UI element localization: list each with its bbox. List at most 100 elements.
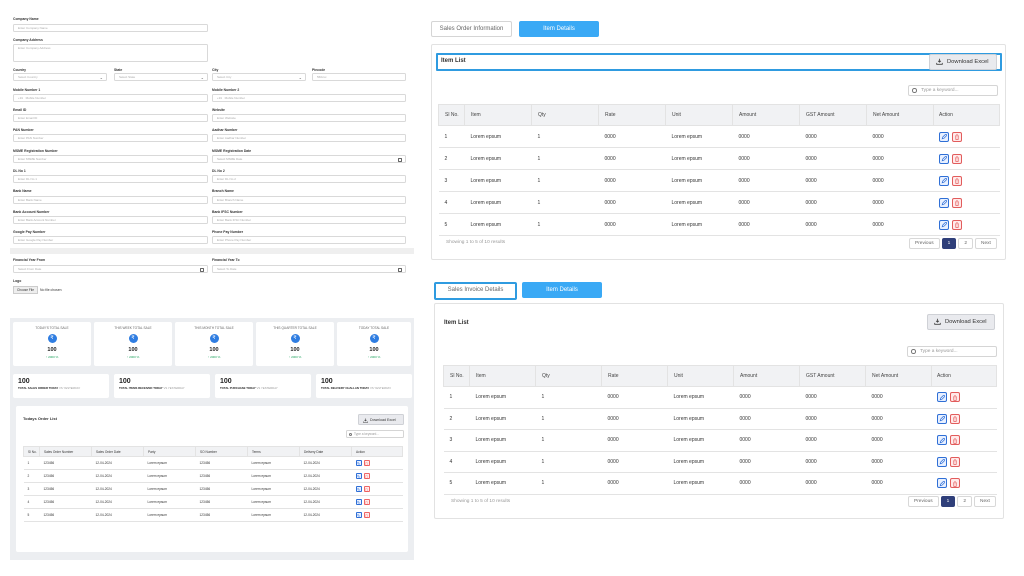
- tab-sales-invoice-details[interactable]: Sales Invoice Details: [434, 282, 517, 300]
- next-button[interactable]: Next: [975, 238, 997, 249]
- trash-icon[interactable]: ▯: [363, 512, 370, 518]
- dl1-input[interactable]: Enter DL No 1: [13, 175, 208, 183]
- edit-icon[interactable]: ✎: [355, 473, 362, 479]
- items-table: Sl No. Item Qty Rate Unit Amount GST Amo…: [443, 365, 997, 495]
- trash-icon[interactable]: [951, 175, 962, 186]
- city-value: Select City: [217, 75, 232, 79]
- msme-number-input[interactable]: Enter MSME Number: [13, 155, 208, 163]
- trash-icon[interactable]: [951, 197, 962, 208]
- edit-icon[interactable]: [938, 197, 949, 208]
- email-input[interactable]: Enter Email ID: [13, 114, 208, 122]
- trash-icon[interactable]: ▯: [363, 473, 370, 479]
- pan-label: PAN Number: [13, 128, 34, 132]
- previous-button[interactable]: Previous: [909, 238, 940, 249]
- trash-icon[interactable]: [951, 219, 962, 230]
- stat-change: ↑ 2000 %: [126, 355, 140, 359]
- search-input[interactable]: Type a keyword...: [907, 346, 997, 357]
- tab-item-details[interactable]: Item Details: [522, 282, 602, 298]
- bank-name-label: Bank Name: [13, 189, 32, 193]
- download-excel-button[interactable]: Download Excel: [929, 54, 997, 70]
- edit-icon[interactable]: ✎: [355, 486, 362, 492]
- company-form: Company Name Enter Company Name Company …: [10, 12, 414, 300]
- company-address-input[interactable]: Enter Company Address: [13, 44, 208, 62]
- edit-icon[interactable]: [938, 131, 949, 142]
- edit-icon[interactable]: ✎: [355, 460, 362, 466]
- mobile2-input[interactable]: +91 Mobile Number: [212, 94, 406, 102]
- edit-icon[interactable]: [936, 392, 947, 403]
- gpay-input[interactable]: Enter Google Pay Number: [13, 236, 208, 244]
- pan-input[interactable]: Enter PAN Number: [13, 134, 208, 142]
- trash-icon[interactable]: ▯: [363, 460, 370, 466]
- ifsc-input[interactable]: Enter Bank IFSC Number: [212, 216, 406, 224]
- edit-icon[interactable]: ✎: [355, 499, 362, 505]
- fy-from-input[interactable]: Select From Date: [13, 265, 208, 273]
- trash-icon[interactable]: [949, 435, 960, 446]
- orders-search-input[interactable]: Type a keyword...: [346, 430, 404, 438]
- aadhar-input[interactable]: Enter Aadhar Number: [212, 134, 406, 142]
- calendar-icon[interactable]: [398, 267, 402, 272]
- trash-icon[interactable]: [951, 153, 962, 164]
- account-number-input[interactable]: Enter Bank Account Number: [13, 216, 208, 224]
- column-header: Action: [931, 365, 997, 387]
- stat-value: 100: [128, 347, 138, 353]
- dl2-input[interactable]: Enter DL No 2: [212, 175, 406, 183]
- fy-to-input[interactable]: Select To Date: [212, 265, 406, 273]
- trash-icon[interactable]: [949, 413, 960, 424]
- pincode-input[interactable]: 560xxx: [312, 73, 406, 81]
- edit-icon[interactable]: [938, 175, 949, 186]
- edit-icon[interactable]: [938, 219, 949, 230]
- trash-icon[interactable]: [949, 478, 960, 489]
- cell: Lorem epsum: [464, 125, 532, 148]
- cell: 0000: [799, 386, 866, 409]
- page-1-button[interactable]: 1: [940, 496, 956, 507]
- cell: Lorem epsum: [667, 472, 734, 495]
- tab-sales-order-information[interactable]: Sales Order Information: [431, 21, 512, 37]
- trash-icon[interactable]: ▯: [363, 499, 370, 505]
- edit-icon[interactable]: [938, 153, 949, 164]
- trash-icon[interactable]: [949, 392, 960, 403]
- page-1-button[interactable]: 1: [941, 238, 957, 249]
- msme-date-input[interactable]: Select MSME Date: [212, 155, 406, 163]
- edit-icon[interactable]: ✎: [355, 512, 362, 518]
- choose-file-button[interactable]: Choose File: [13, 286, 39, 294]
- next-button[interactable]: Next: [974, 496, 996, 507]
- edit-icon[interactable]: [936, 435, 947, 446]
- cell: 123456: [39, 482, 92, 496]
- edit-icon[interactable]: [936, 478, 947, 489]
- table-row: 5 Lorem epsum 1 0000 Lorem epsum 0000 00…: [443, 472, 997, 495]
- page-2-button[interactable]: 2: [958, 238, 974, 249]
- cell: 0000: [601, 386, 668, 409]
- cell: 0000: [866, 169, 934, 192]
- search-input[interactable]: Type a keyword...: [908, 85, 998, 96]
- phonepe-input[interactable]: Enter Phone Pay Number: [212, 236, 406, 244]
- cell: 1: [535, 386, 602, 409]
- column-header: SO Number: [195, 446, 248, 457]
- country-select[interactable]: Select Country ⌄: [13, 73, 107, 81]
- branch-name-input[interactable]: Enter Branch Name: [212, 196, 406, 204]
- tab-item-details[interactable]: Item Details: [519, 21, 599, 37]
- pagination: Previous 1 2 Next: [908, 496, 996, 507]
- calendar-icon[interactable]: [398, 157, 402, 162]
- trash-icon[interactable]: [949, 456, 960, 467]
- cell: 0000: [733, 472, 800, 495]
- company-name-input[interactable]: Enter Company Name: [13, 24, 208, 32]
- rupee-icon: ₹: [128, 334, 138, 343]
- table-row: 3 123456 12-04-2024 Lorem epsum 123456 L…: [23, 482, 403, 496]
- state-select[interactable]: Select State ⌄: [114, 73, 208, 81]
- city-select[interactable]: Select City ⌄: [212, 73, 306, 81]
- website-input[interactable]: Enter Website: [212, 114, 406, 122]
- mobile1-input[interactable]: +91 Mobile Number: [13, 94, 208, 102]
- action-cell: ✎ ▯: [351, 456, 403, 470]
- trash-icon[interactable]: ▯: [363, 486, 370, 492]
- download-excel-button[interactable]: Download Excel: [927, 314, 995, 330]
- dl2-label: DL No 2: [212, 169, 225, 173]
- stat-value: 100: [369, 347, 379, 353]
- edit-icon[interactable]: [936, 413, 947, 424]
- page-2-button[interactable]: 2: [957, 496, 973, 507]
- trash-icon[interactable]: [951, 131, 962, 142]
- calendar-icon[interactable]: [200, 267, 204, 272]
- bank-name-input[interactable]: Enter Bank Name: [13, 196, 208, 204]
- previous-button[interactable]: Previous: [908, 496, 939, 507]
- download-excel-button[interactable]: Download Excel: [358, 414, 404, 425]
- edit-icon[interactable]: [936, 456, 947, 467]
